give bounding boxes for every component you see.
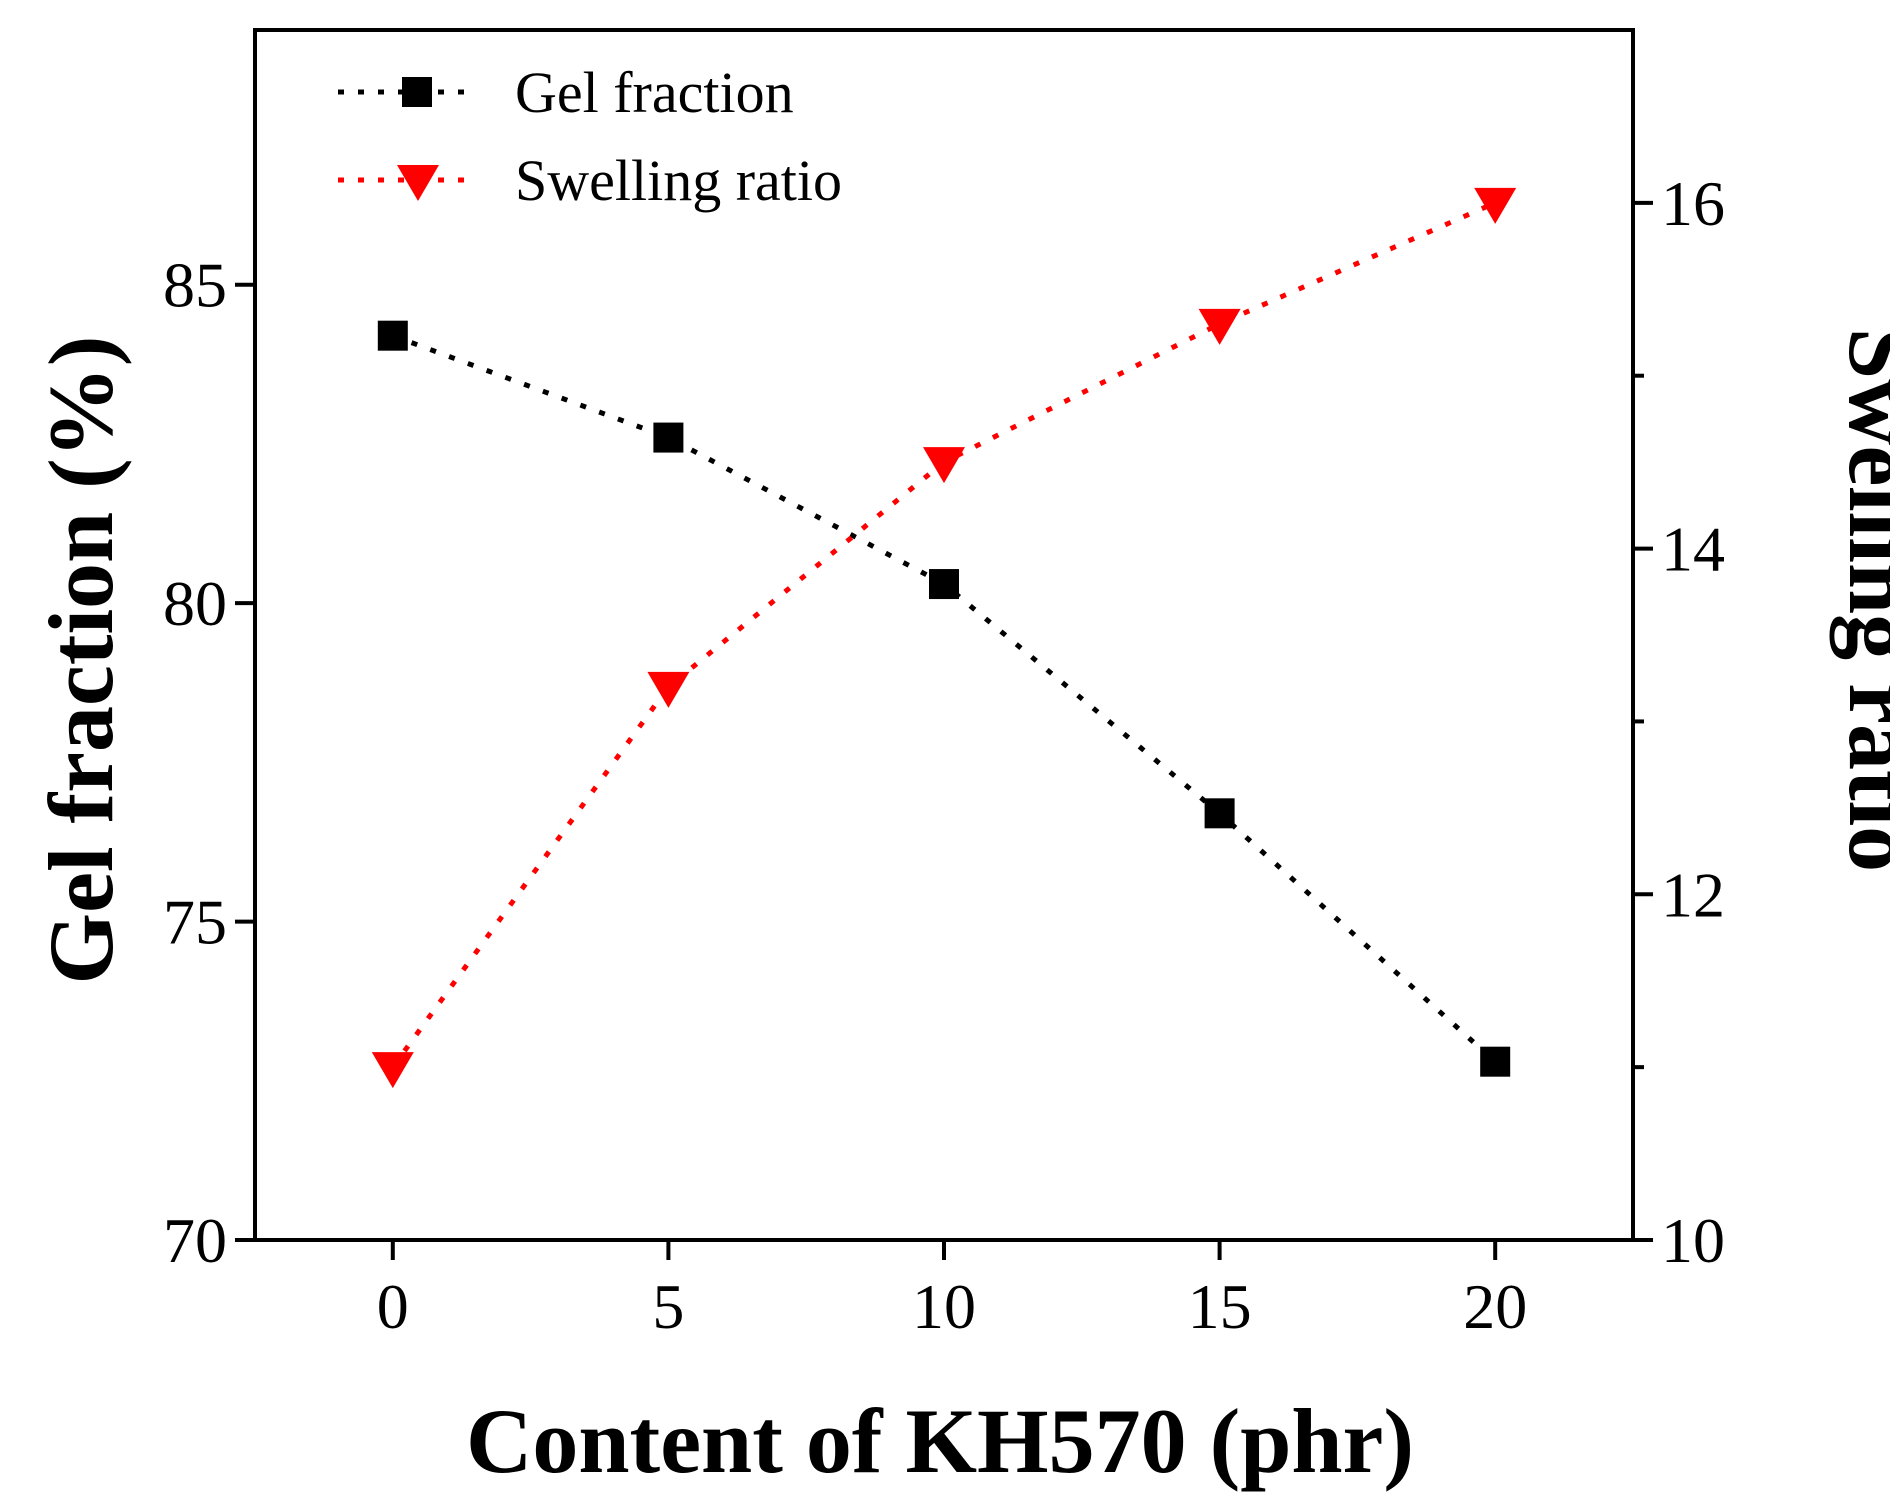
y-left-tick-label: 70 [163, 1205, 227, 1276]
y-right-axis-title: Swelling ratio [1830, 328, 1890, 872]
x-tick-label: 15 [1188, 1271, 1252, 1342]
y-left-axis-title: Gel fraction (%) [30, 336, 132, 985]
legend-gel-label: Gel fraction [515, 60, 794, 125]
x-tick-label: 10 [912, 1271, 976, 1342]
y-right-tick-label: 16 [1661, 168, 1725, 239]
y-left-tick-label: 85 [163, 250, 227, 321]
y-right-tick-label: 10 [1661, 1205, 1725, 1276]
gel-fraction-point [653, 422, 684, 453]
gel-fraction-line [391, 333, 1497, 1064]
x-tick-label: 20 [1463, 1271, 1527, 1342]
legend: Gel fraction Swelling ratio [338, 60, 842, 213]
x-tick-label: 5 [652, 1271, 684, 1342]
gel-fraction-point [929, 569, 959, 600]
swelling-ratio-point [371, 1052, 414, 1089]
legend-gel-marker [402, 77, 432, 107]
x-axis-title: Content of KH570 (phr) [466, 1390, 1414, 1492]
y-left-tick-label: 80 [163, 568, 227, 639]
legend-swelling-label: Swelling ratio [515, 148, 842, 213]
gel-fraction-point [377, 320, 408, 351]
plot-frame [253, 28, 1635, 1242]
x-tick-label: 0 [377, 1271, 409, 1342]
gel-fraction-point [1204, 798, 1235, 829]
swelling-ratio-point [923, 447, 965, 484]
series-layer [371, 187, 1517, 1089]
y-right-tick-label: 12 [1661, 859, 1725, 930]
axes: 0 5 10 15 20 70 75 80 85 10 12 14 16 [163, 28, 1725, 1342]
swelling-ratio-point [1198, 308, 1241, 345]
gel-fraction-point [1480, 1046, 1511, 1077]
legend-swelling-marker [397, 165, 439, 201]
swelling-ratio-point [1474, 187, 1517, 224]
y-right-tick-label: 14 [1661, 514, 1725, 585]
swelling-ratio-point [647, 671, 690, 708]
swelling-ratio-line [390, 200, 1497, 1069]
y-left-tick-label: 75 [163, 887, 227, 958]
